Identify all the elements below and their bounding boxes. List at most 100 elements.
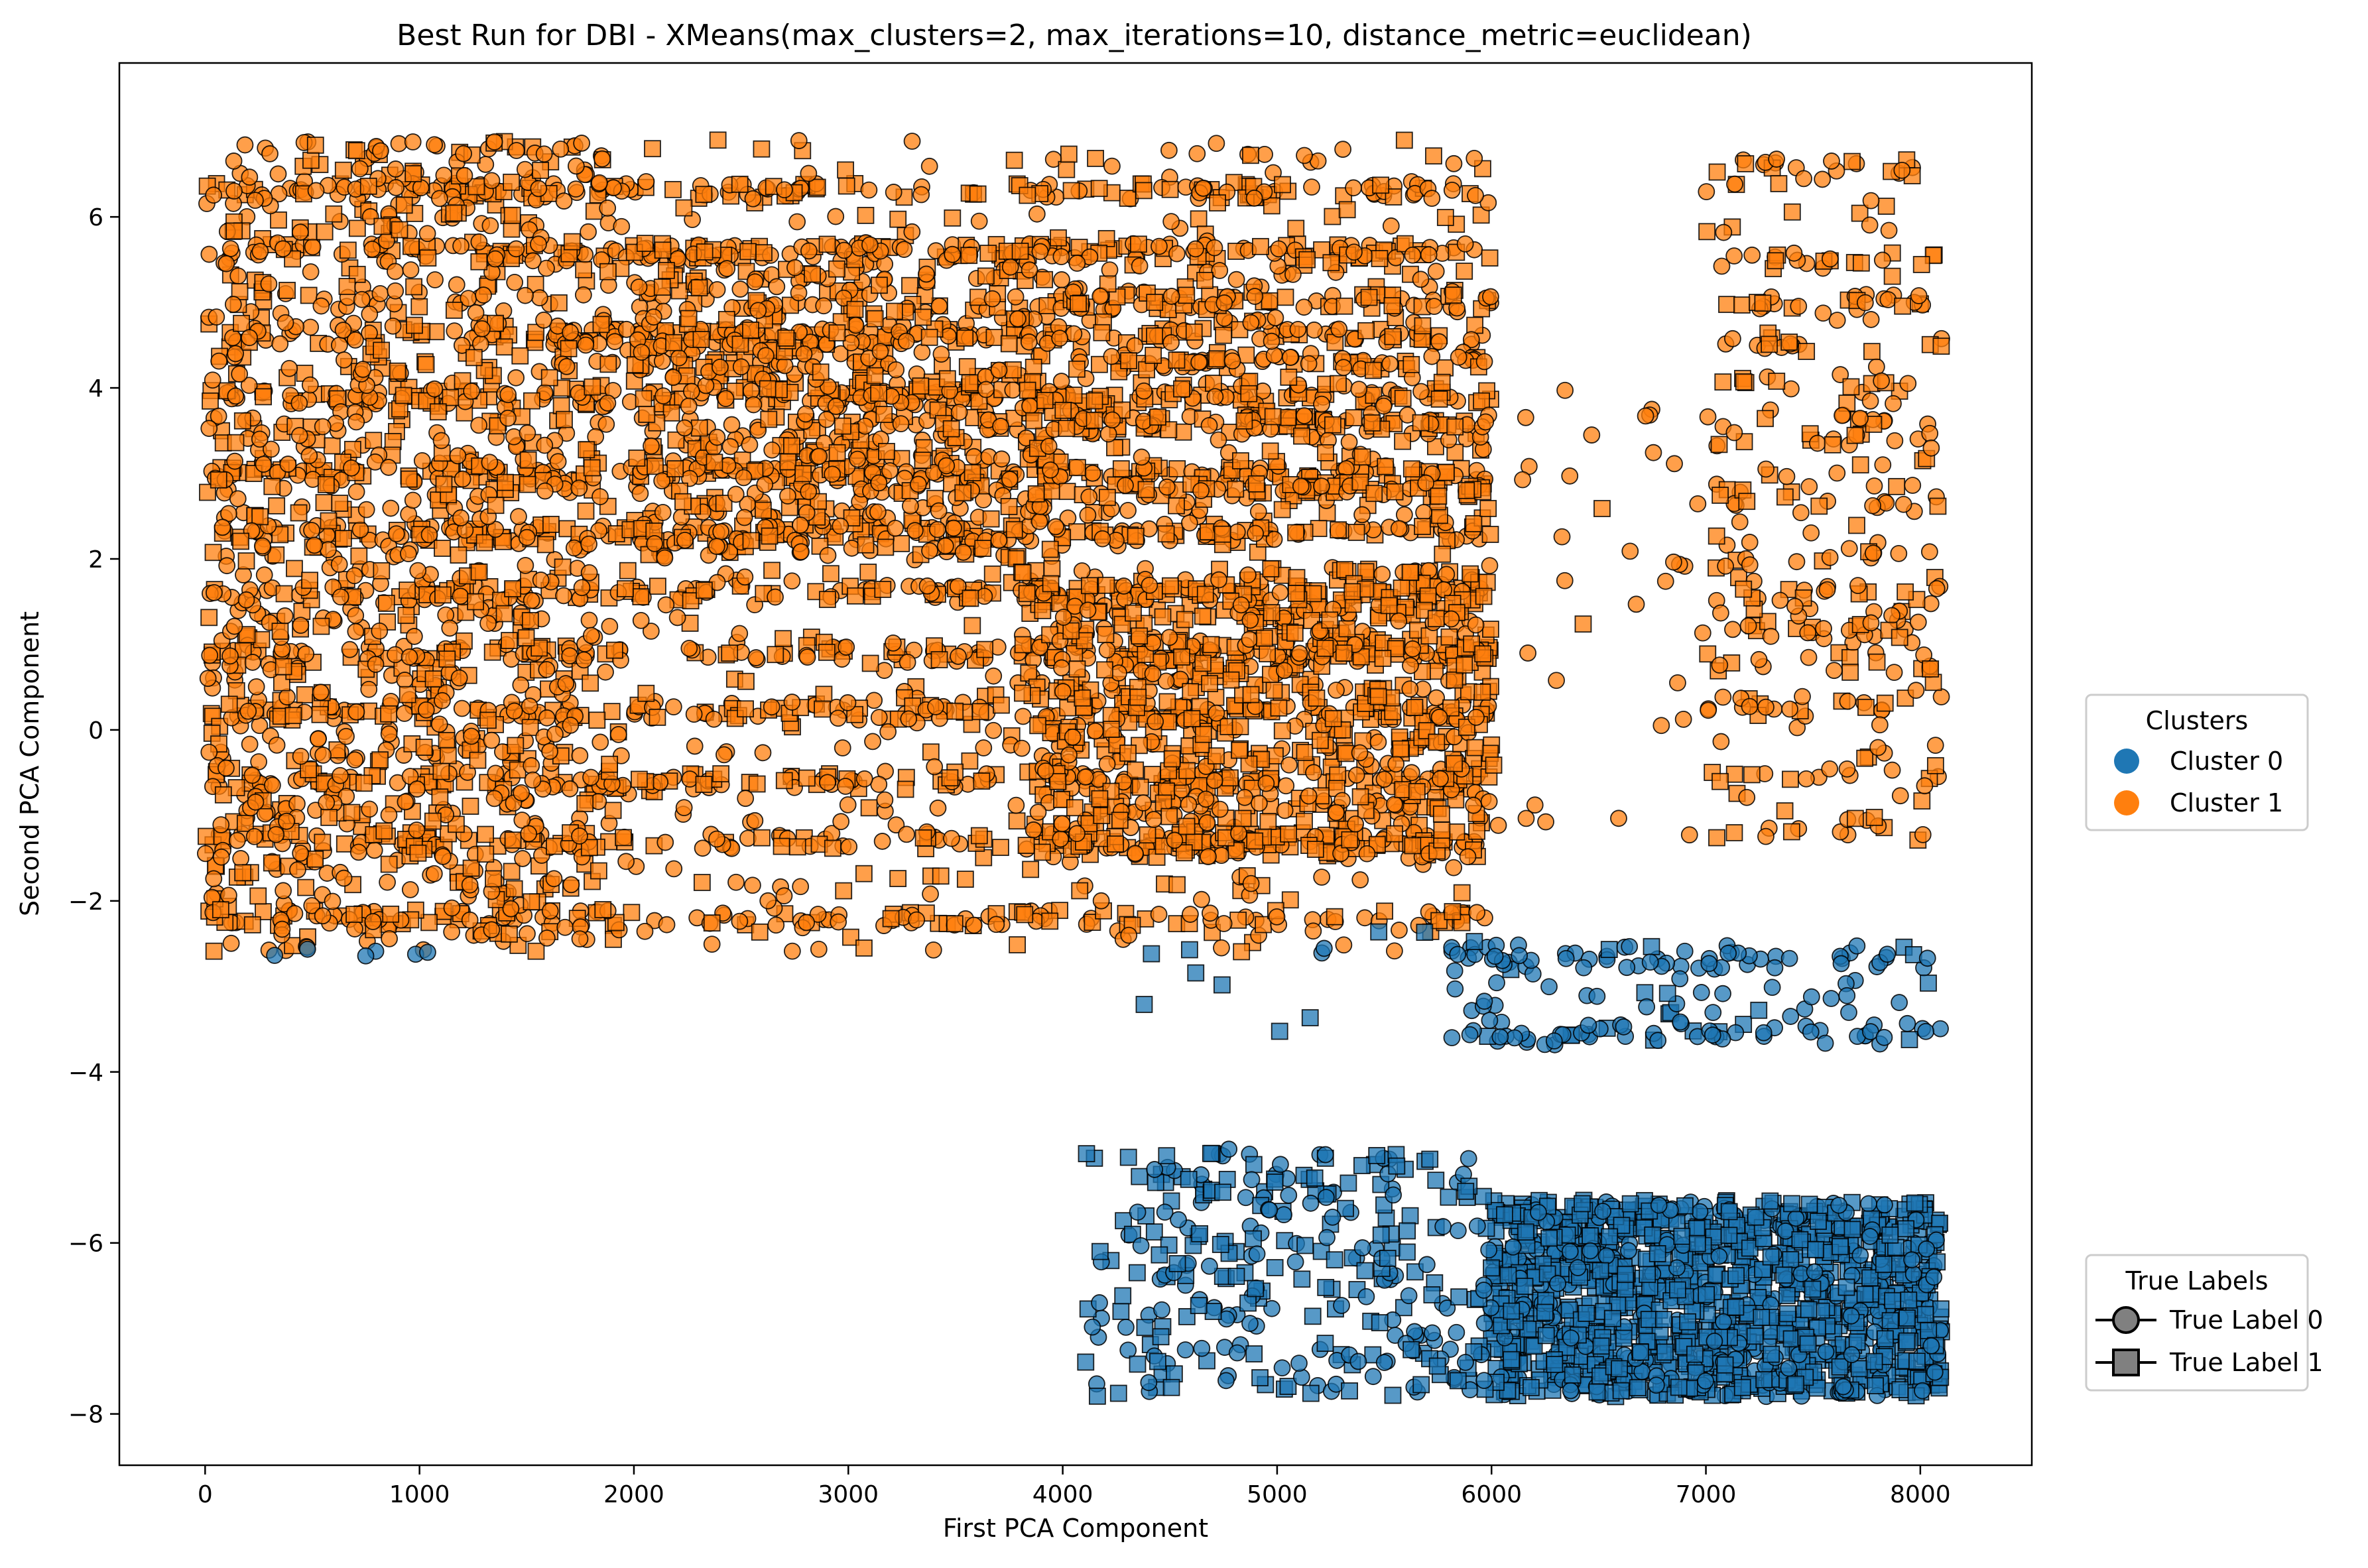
point-circle-cluster-1	[271, 335, 289, 353]
point-circle-cluster-1	[273, 920, 291, 938]
point-circle-cluster-1	[1020, 333, 1038, 351]
point-circle-cluster-1	[1073, 562, 1091, 579]
point-square-cluster-1	[1287, 524, 1305, 542]
point-circle-cluster-1	[1300, 787, 1318, 805]
point-circle-cluster-1	[922, 885, 939, 903]
point-square-cluster-1	[1343, 583, 1361, 601]
point-circle-cluster-1	[1305, 321, 1323, 339]
point-square-cluster-1	[1402, 460, 1420, 478]
point-square-cluster-1	[1425, 147, 1442, 165]
point-circle-cluster-1	[1059, 509, 1077, 527]
point-square-cluster-1	[837, 161, 855, 179]
point-square-cluster-1	[314, 833, 332, 851]
point-square-cluster-1	[1255, 916, 1272, 934]
point-circle-cluster-1	[1007, 796, 1025, 814]
point-circle-cluster-1	[810, 448, 828, 465]
point-circle-cluster-1	[903, 223, 921, 241]
point-circle-cluster-1	[413, 452, 431, 469]
point-circle-cluster-1	[1402, 764, 1420, 782]
point-square-cluster-1	[359, 177, 377, 195]
point-circle-cluster-1	[636, 922, 654, 940]
point-square-cluster-1	[1335, 187, 1353, 205]
point-circle-cluster-1	[1445, 859, 1463, 876]
point-circle-cluster-1	[338, 727, 355, 745]
point-circle-cluster-1	[876, 791, 894, 809]
point-circle-cluster-1	[214, 518, 231, 536]
point-square-cluster-1	[1324, 709, 1342, 727]
point-circle-cluster-1	[545, 870, 563, 888]
point-square-cluster-1	[1436, 209, 1454, 226]
point-circle-cluster-1	[224, 296, 242, 313]
point-square-cluster-1	[1392, 740, 1410, 758]
point-circle-cluster-1	[906, 522, 924, 540]
point-square-cluster-1	[483, 643, 501, 661]
point-circle-cluster-1	[744, 190, 762, 208]
point-circle-cluster-1	[241, 735, 259, 753]
point-circle-cluster-1	[1239, 566, 1257, 584]
point-square-cluster-1	[653, 278, 671, 296]
point-square-cluster-1	[964, 617, 981, 634]
point-circle-cluster-1	[749, 302, 767, 320]
point-circle-cluster-1	[443, 923, 461, 941]
point-square-cluster-1	[763, 562, 780, 579]
point-square-cluster-1	[1374, 650, 1392, 667]
point-circle-cluster-1	[530, 235, 547, 253]
point-circle-cluster-1	[950, 403, 968, 421]
point-circle-cluster-1	[562, 716, 580, 734]
point-square-cluster-1	[1131, 778, 1149, 796]
point-circle-cluster-1	[236, 136, 254, 154]
point-circle-cluster-1	[855, 770, 873, 788]
point-circle-cluster-1	[418, 225, 436, 243]
point-circle-cluster-1	[920, 157, 938, 175]
point-square-cluster-1	[885, 302, 903, 320]
point-square-cluster-1	[445, 204, 463, 222]
point-circle-cluster-1	[552, 140, 570, 158]
point-circle-cluster-1	[954, 544, 972, 561]
point-square-cluster-1	[1062, 182, 1080, 200]
point-square-cluster-1	[889, 210, 907, 228]
point-circle-cluster-1	[917, 265, 935, 283]
point-circle-cluster-1	[1257, 774, 1275, 792]
point-square-cluster-1	[1127, 761, 1145, 779]
point-square-cluster-1	[835, 882, 853, 900]
point-square-cluster-1	[1296, 812, 1313, 830]
point-square-cluster-1	[439, 747, 457, 764]
point-circle-cluster-1	[1135, 382, 1153, 400]
point-square-cluster-1	[866, 310, 884, 328]
point-square-cluster-1	[475, 534, 493, 552]
point-square-cluster-1	[1182, 683, 1200, 701]
point-circle-cluster-1	[927, 242, 945, 260]
point-square-cluster-1	[1242, 147, 1259, 164]
point-circle-cluster-1	[448, 276, 466, 294]
point-circle-cluster-1	[900, 710, 918, 728]
point-circle-cluster-1	[452, 509, 469, 526]
point-square-cluster-1	[1428, 733, 1446, 751]
point-square-cluster-1	[1066, 799, 1084, 817]
point-circle-cluster-1	[454, 470, 471, 488]
point-circle-cluster-1	[727, 485, 745, 503]
point-square-cluster-1	[946, 915, 964, 933]
point-square-cluster-1	[783, 437, 800, 455]
point-circle-cluster-1	[255, 455, 273, 473]
point-circle-cluster-1	[593, 150, 611, 168]
point-circle-cluster-1	[903, 133, 921, 150]
point-square-cluster-1	[300, 286, 318, 304]
point-circle-cluster-1	[349, 843, 367, 861]
point-square-cluster-1	[662, 404, 680, 422]
point-circle-cluster-1	[1141, 576, 1158, 594]
point-square-cluster-1	[316, 223, 334, 241]
point-circle-cluster-1	[580, 535, 597, 553]
point-square-cluster-1	[956, 330, 974, 347]
point-circle-cluster-1	[1001, 471, 1019, 488]
point-circle-cluster-1	[241, 168, 259, 186]
point-square-cluster-1	[590, 862, 607, 880]
point-square-cluster-1	[505, 880, 523, 898]
point-circle-cluster-1	[290, 394, 308, 412]
point-circle-cluster-1	[562, 324, 579, 341]
point-square-cluster-1	[961, 374, 979, 392]
point-square-cluster-1	[427, 323, 445, 341]
point-square-cluster-1	[268, 497, 286, 514]
point-circle-cluster-1	[943, 829, 960, 847]
point-circle-cluster-1	[546, 725, 564, 743]
